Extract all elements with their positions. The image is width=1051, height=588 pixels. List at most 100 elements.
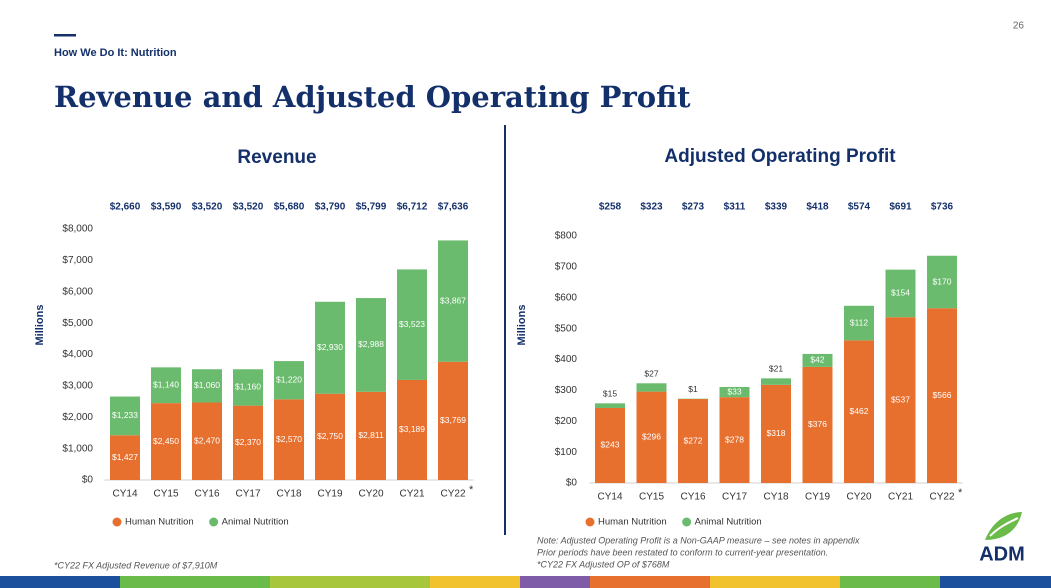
logo-text: ADM [979,543,1025,565]
bar-segment [678,399,708,483]
legend-swatch [209,517,219,527]
total-label: $7,636 [438,202,469,213]
total-label: $3,520 [192,202,223,213]
total-label: $311 [724,202,746,213]
y-tick-label: $600 [555,292,578,303]
x-tick-label: CY20 [846,492,871,503]
logo: ADM [979,512,1025,565]
y-tick-label: $300 [555,385,578,396]
stripe [270,576,430,588]
y-tick-label: $3,000 [62,381,93,392]
note-marker: * [958,487,963,499]
bar-segment [636,383,667,392]
bar-segment [927,255,957,309]
value-label: $170 [933,276,952,286]
x-tick-label: CY14 [597,492,622,503]
bar-segment [844,305,874,341]
total-label: $5,680 [274,202,305,213]
value-label: $1,140 [153,379,179,389]
legend-label: Animal Nutrition [222,517,289,528]
y-tick-label: $2,000 [62,412,93,423]
bar-segment [636,391,667,483]
bar-segment [233,405,263,480]
total-label: $5,799 [356,202,387,213]
bar-segment [192,402,222,480]
stripe [940,576,1051,588]
bar-segment [356,298,386,392]
logo-leaf-vein [989,517,1019,537]
bar-segment [233,369,263,406]
bar-segment [315,301,345,394]
x-tick-label: CY16 [194,489,219,500]
total-label: $3,590 [151,202,182,213]
y-tick-label: $6,000 [62,286,93,297]
section-label: How We Do It: Nutrition [54,47,177,59]
y-tick-label: $100 [555,447,578,458]
value-label: $2,811 [358,430,384,440]
value-label: $296 [642,432,661,442]
bar-segment [274,399,304,480]
bar-segment [397,269,427,380]
legend-label: Human Nutrition [598,517,667,528]
value-label: $21 [769,364,783,374]
stripe [590,576,710,588]
footnote: *CY22 FX Adjusted OP of $768M [537,559,670,569]
legend-label: Animal Nutrition [695,517,762,528]
x-tick-label: CY17 [722,492,747,503]
chart-title: Adjusted Operating Profit [664,146,896,167]
value-label: $278 [725,434,744,444]
value-label: $2,750 [317,431,343,441]
value-label: $2,988 [358,339,384,349]
total-label: $2,660 [110,202,141,213]
value-label: $1,233 [112,410,138,420]
legend-swatch [112,517,122,527]
bar-segment [885,317,916,483]
value-label: $3,189 [399,424,425,434]
bar-segment [438,361,468,480]
footnote: *CY22 FX Adjusted Revenue of $7,910M [54,560,218,570]
total-label: $574 [848,202,871,213]
color-stripe [0,576,1051,588]
value-label: $3,523 [399,319,425,329]
bar-segment [356,391,386,480]
total-label: $258 [599,202,622,213]
y-tick-label: $7,000 [62,255,93,266]
total-label: $273 [682,202,705,213]
legend-swatch [585,517,595,527]
value-label: $1,160 [235,382,261,392]
stripe [710,576,840,588]
page-number: 26 [1013,21,1025,32]
slide-title: Revenue and Adjusted Operating Profit [54,80,691,114]
bar-segment [719,397,750,483]
value-label: $3,769 [440,415,466,425]
value-label: $1,060 [194,380,220,390]
bar-segment [719,386,750,398]
total-label: $6,712 [397,202,428,213]
bar-segment [595,407,625,483]
value-label: $376 [808,419,827,429]
x-tick-label: CY21 [888,492,913,503]
value-label: $2,370 [235,437,261,447]
value-label: $27 [644,369,658,379]
y-tick-label: $5,000 [62,318,93,329]
bar-segment [595,403,625,408]
bar-segment [274,361,304,400]
value-label: $566 [933,390,952,400]
y-tick-label: $1,000 [62,443,93,454]
legend-label: Human Nutrition [125,517,194,528]
total-label: $691 [889,202,912,213]
bar-segment [844,340,874,483]
bar-segment [151,403,181,480]
y-tick-label: $0 [566,478,578,489]
total-label: $323 [640,202,663,213]
footnote: Note: Adjusted Operating Profit is a Non… [537,535,860,545]
x-tick-label: CY16 [680,492,705,503]
value-label: $42 [810,355,824,365]
stripe [430,576,520,588]
total-label: $418 [806,202,829,213]
value-label: $1,427 [112,452,138,462]
value-label: $2,450 [153,436,179,446]
value-label: $1,220 [276,374,302,384]
